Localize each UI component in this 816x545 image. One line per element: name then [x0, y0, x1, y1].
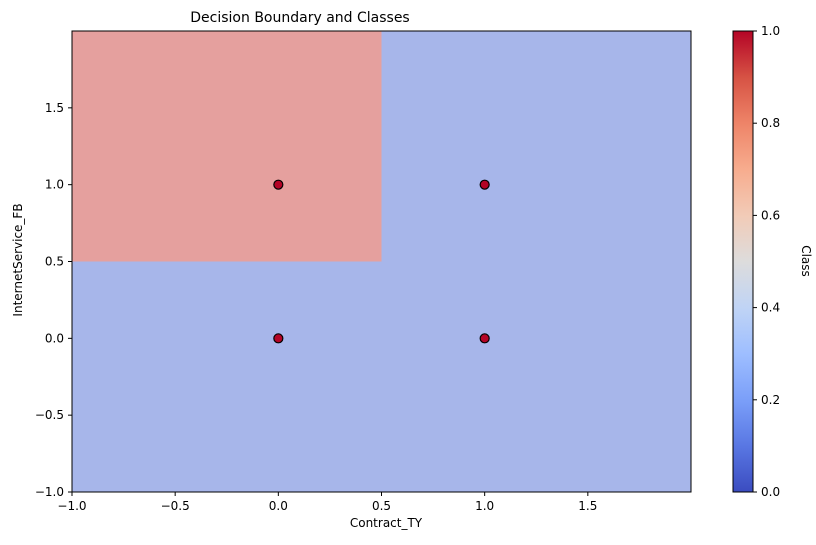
x-tick-label: 0.5	[372, 499, 391, 513]
chart-title: Decision Boundary and Classes	[190, 10, 409, 26]
y-tick-label: −1.0	[35, 485, 64, 499]
y-tick-label: −0.5	[35, 408, 64, 422]
colorbar-tick-label: 0.2	[761, 393, 780, 407]
colorbar-tick-label: 0.8	[761, 116, 780, 130]
y-axis-ticks: −1.0 −0.5 0.0 0.5 1.0 1.5	[35, 101, 72, 499]
colorbar: 0.0 0.2 0.4 0.6 0.8 1.0	[732, 24, 780, 499]
data-point-3	[479, 333, 490, 344]
data-point-2	[273, 333, 284, 344]
x-axis-ticks: −1.0 −0.5 0.0 0.5 1.0 1.5	[57, 492, 597, 513]
x-tick-label: 0.0	[269, 499, 288, 513]
data-point-0	[273, 179, 284, 190]
x-tick-label: 1.0	[475, 499, 494, 513]
data-points	[273, 179, 490, 344]
decision-regions	[72, 31, 691, 492]
x-axis-label: Contract_TY	[350, 516, 423, 530]
colorbar-label: Class	[799, 245, 813, 277]
y-axis-label: InternetService_FB	[11, 203, 25, 316]
colorbar-tick-label: 0.0	[761, 485, 780, 499]
colorbar-tick-label: 0.6	[761, 208, 780, 222]
y-tick-label: 0.5	[45, 255, 64, 269]
y-tick-label: 1.5	[45, 101, 64, 115]
colorbar-tick-label: 1.0	[761, 24, 780, 38]
x-tick-label: −1.0	[57, 499, 86, 513]
x-tick-label: 1.5	[578, 499, 597, 513]
colorbar-gradient	[732, 30, 754, 493]
colorbar-tick-label: 0.4	[761, 301, 780, 315]
data-point-1	[479, 179, 490, 190]
region-class-1	[72, 31, 382, 262]
y-tick-label: 0.0	[45, 331, 64, 345]
x-tick-label: −0.5	[161, 499, 190, 513]
y-tick-label: 1.0	[45, 178, 64, 192]
